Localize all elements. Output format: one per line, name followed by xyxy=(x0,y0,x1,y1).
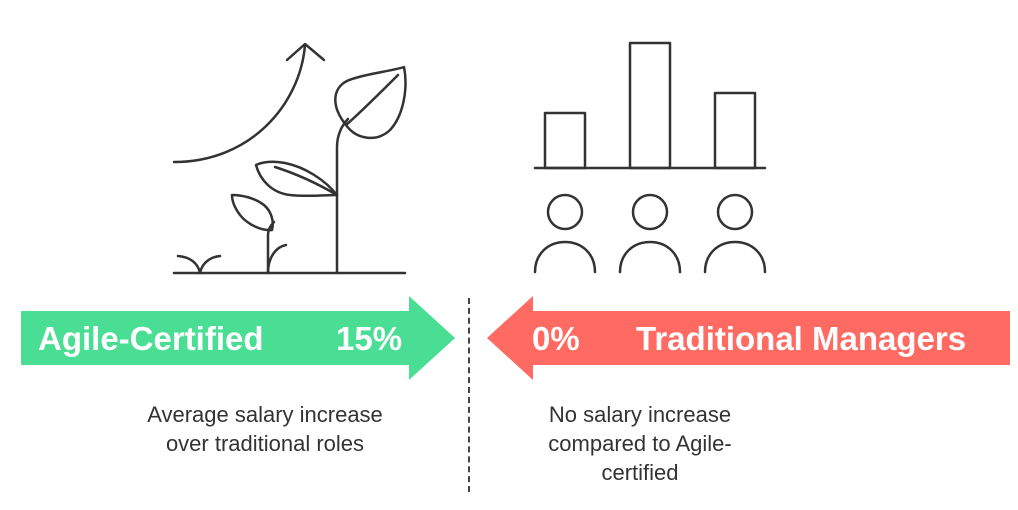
traditional-arrow-shape xyxy=(487,296,1010,380)
agile-caption-line-2: over traditional roles xyxy=(165,431,365,456)
agile-caption-line-1: Average salary increase xyxy=(147,402,383,427)
growing-plant-icon xyxy=(172,42,407,275)
traditional-caption-line-2: compared to Agile- xyxy=(548,431,732,456)
traditional-caption: No salary increase compared to Agile- ce… xyxy=(525,400,755,487)
agile-arrow-shape xyxy=(21,296,455,380)
agile-caption: Average salary increase over traditional… xyxy=(120,400,410,458)
traditional-caption-line-3: certified xyxy=(601,460,679,485)
traditional-caption-line-1: No salary increase xyxy=(548,402,732,427)
bar-chart-people-icon xyxy=(533,41,767,274)
agile-percent-value: 15% xyxy=(336,320,403,357)
traditional-percent-value: 0% xyxy=(532,320,580,357)
dashed-divider xyxy=(468,298,470,492)
agile-certified-label: Agile-Certified xyxy=(38,320,264,357)
traditional-managers-label: Traditional Managers xyxy=(636,320,967,357)
